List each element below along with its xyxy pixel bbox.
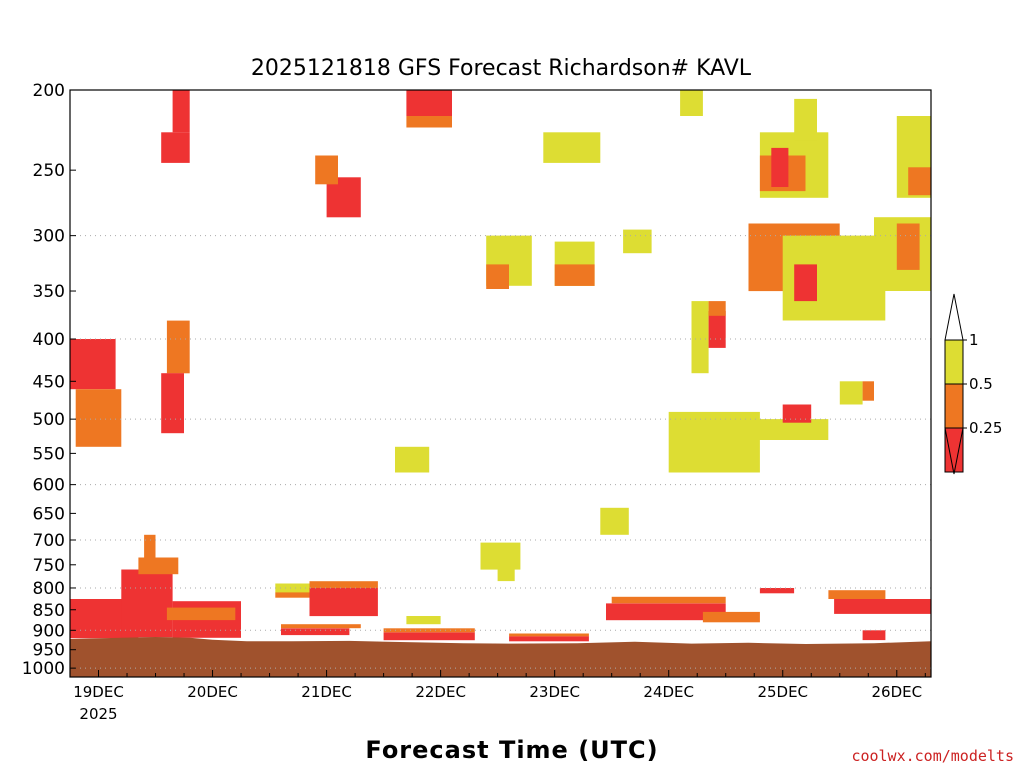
ri-region-mid <box>281 624 361 629</box>
ri-region-low <box>771 147 789 187</box>
colorbar-label: 1 <box>969 331 979 349</box>
y-tick-label: 400 <box>33 330 65 350</box>
ri-region-mid <box>166 320 190 374</box>
x-tick-label: 19DEC <box>73 683 124 701</box>
y-tick-label: 1000 <box>22 659 65 679</box>
x-year-label: 2025 <box>79 705 117 723</box>
plot-area <box>70 90 931 677</box>
ri-region-low <box>281 628 350 636</box>
ri-region-mid <box>315 155 338 185</box>
ri-region-low <box>782 404 812 423</box>
x-tick-label: 22DEC <box>415 683 466 701</box>
y-tick-label: 450 <box>33 372 65 392</box>
ri-region-mid <box>702 611 760 623</box>
ri-region-mid <box>144 534 156 558</box>
plot-inner <box>70 90 931 677</box>
plot-frame <box>69 89 932 678</box>
x-tick-label: 21DEC <box>301 683 352 701</box>
ri-region-high <box>406 616 441 625</box>
ri-region-low <box>121 569 173 638</box>
y-tick-label: 750 <box>33 556 65 576</box>
ri-region-high <box>794 98 817 141</box>
ri-region-mid <box>708 301 726 316</box>
colorbar-label: 0.25 <box>969 419 1002 437</box>
ri-region-mid <box>509 633 589 637</box>
ri-region-high <box>480 542 521 570</box>
chart-title: 2025121818 GFS Forecast Richardson# KAVL <box>251 56 752 81</box>
x-tick-label: 20DEC <box>187 683 238 701</box>
ri-region-high <box>691 301 709 374</box>
ri-region-high <box>748 419 829 440</box>
y-tick-label: 250 <box>33 161 65 181</box>
colorbar-bin <box>944 383 964 429</box>
ri-region-mid <box>862 381 874 401</box>
ri-region-low <box>509 636 589 642</box>
ri-region-high <box>600 507 629 535</box>
ri-region-low <box>862 630 886 641</box>
ri-region-high <box>839 381 863 405</box>
x-axis-label: Forecast Time (UTC) <box>365 736 658 764</box>
ri-region-low <box>708 311 726 348</box>
ri-region-mid <box>166 607 236 621</box>
ri-region-mid <box>828 590 886 599</box>
ri-region-low <box>759 588 795 594</box>
colorbar-label: 0.5 <box>969 375 993 393</box>
ri-region-mid <box>383 628 475 633</box>
ri-region-low <box>161 373 184 434</box>
ri-region-low <box>383 632 475 641</box>
ri-region-mid <box>75 389 122 447</box>
y-tick-label: 850 <box>33 601 65 621</box>
ri-region-low <box>406 90 452 116</box>
ri-region-low <box>161 132 190 163</box>
y-tick-label: 300 <box>33 227 65 247</box>
ri-region-mid <box>406 116 452 128</box>
y-tick-label: 550 <box>33 444 65 464</box>
colorbar-under-arrow <box>944 427 964 475</box>
x-tick-label: 23DEC <box>529 683 580 701</box>
y-tick-label: 650 <box>33 504 65 524</box>
ri-region-high <box>543 132 601 163</box>
credit-text: coolwx.com/modelts <box>851 747 1014 765</box>
ri-region-low <box>794 264 817 302</box>
y-tick-label: 800 <box>33 579 65 599</box>
ri-region-high <box>395 446 430 473</box>
ri-region-mid <box>908 167 931 196</box>
ri-region-mid <box>309 581 378 588</box>
ri-region-mid <box>138 557 179 575</box>
ri-region-low <box>309 588 378 617</box>
x-tick-label: 24DEC <box>643 683 694 701</box>
x-tick-label: 25DEC <box>757 683 808 701</box>
y-tick-label: 200 <box>33 81 65 101</box>
ri-region-high <box>680 90 703 116</box>
y-tick-label: 350 <box>33 282 65 302</box>
y-tick-label: 600 <box>33 476 65 496</box>
ri-region-high <box>497 569 515 582</box>
y-tick-label: 700 <box>33 531 65 551</box>
ri-region-mid <box>486 264 509 289</box>
ri-region-mid <box>554 264 595 286</box>
ri-region-low <box>172 90 190 133</box>
y-tick-label: 500 <box>33 410 65 430</box>
x-tick-label: 26DEC <box>871 683 922 701</box>
ri-region-mid <box>896 223 920 270</box>
ri-region-mid <box>275 592 316 598</box>
colorbar-bin <box>944 339 964 385</box>
y-tick-label: 900 <box>33 621 65 641</box>
ri-region-mid <box>611 596 726 604</box>
ri-region-high <box>623 229 652 254</box>
y-tick-label: 950 <box>33 641 65 661</box>
colorbar-legend: 1 0.5 0.25 <box>944 293 1002 475</box>
axes: 200 250 300 350 400 450 500 550 600 650 700 750 8008… <box>22 81 932 723</box>
ri-region-low <box>606 603 726 621</box>
colorbar-over-arrow <box>944 293 964 341</box>
ri-region-high <box>668 411 760 473</box>
ri-region-low <box>70 339 116 390</box>
ground-surface <box>70 637 931 677</box>
ri-region-low <box>834 599 931 614</box>
